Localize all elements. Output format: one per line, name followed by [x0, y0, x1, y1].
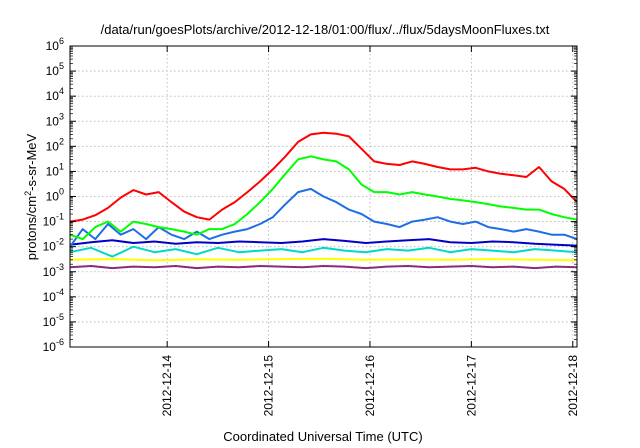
chart-title: /data/run/goesPlots/archive/2012-12-18/0…	[101, 22, 550, 37]
x-tick-label: 2012-12-18	[566, 355, 580, 417]
grid-lines	[70, 46, 577, 347]
y-axis-label-suffix: -s-sr-MeV	[24, 133, 39, 190]
y-axis-label-prefix: protons/cm	[24, 196, 39, 260]
series-line	[70, 257, 577, 262]
y-tick-base: 10	[46, 89, 60, 103]
series-line	[70, 245, 577, 258]
x-tick-label: 2012-12-15	[262, 355, 276, 417]
y-tick-label: 10-5	[43, 312, 64, 329]
series-line	[70, 155, 577, 241]
y-tick-base: 10	[46, 139, 60, 153]
y-tick-exp: -4	[56, 287, 64, 297]
y-tick-label: 101	[46, 161, 64, 178]
y-tick-exp: 2	[59, 136, 64, 146]
y-tick-base: 10	[46, 39, 60, 53]
y-tick-base: 10	[46, 114, 60, 128]
y-tick-base: 10	[43, 215, 57, 229]
y-tick-exp: -1	[56, 212, 64, 222]
y-tick-exp: -3	[56, 262, 64, 272]
y-tick-exp: 4	[59, 86, 64, 96]
y-tick-label: 10-4	[43, 287, 64, 304]
y-tick-exp: -5	[56, 312, 64, 322]
y-tick-label: 10-6	[43, 337, 64, 354]
y-tick-label: 103	[46, 111, 64, 128]
y-tick-exp: 3	[59, 111, 64, 121]
y-tick-base: 10	[46, 190, 60, 204]
y-tick-label: 10-1	[43, 212, 64, 229]
series-line	[70, 238, 577, 247]
series-line	[70, 131, 577, 223]
y-tick-base: 10	[43, 340, 57, 354]
y-tick-base: 10	[43, 240, 57, 254]
x-axis-ticks: 2012-12-14 2012-12-15 2012-12-16 2012-12-17…	[160, 46, 580, 416]
y-tick-exp: -6	[56, 337, 64, 347]
y-tick-label: 10-3	[43, 262, 64, 279]
y-axis-label-sup: 2	[23, 191, 33, 196]
y-tick-exp: 1	[59, 161, 64, 171]
y-axis-ticks: 10-610-510-410-310-210-11001011021031041…	[43, 36, 577, 354]
y-tick-base: 10	[43, 265, 57, 279]
series-line	[70, 187, 577, 248]
y-tick-base: 10	[46, 164, 60, 178]
y-axis-label: protons/cm2-s-sr-MeV	[23, 133, 39, 260]
y-tick-base: 10	[46, 64, 60, 78]
y-tick-exp: 5	[59, 61, 64, 71]
x-tick-label: 2012-12-16	[363, 355, 377, 417]
y-tick-exp: 0	[59, 187, 64, 197]
series-group	[70, 131, 577, 270]
y-tick-base: 10	[43, 290, 57, 304]
y-tick-label: 104	[46, 86, 64, 103]
y-tick-label: 100	[46, 187, 64, 204]
x-axis-label: Coordinated Universal Time (UTC)	[223, 429, 422, 444]
y-tick-base: 10	[43, 315, 57, 329]
y-tick-label: 105	[46, 61, 64, 78]
y-tick-label: 10-2	[43, 237, 64, 254]
x-tick-label: 2012-12-17	[464, 355, 478, 417]
series-line	[70, 265, 577, 270]
x-tick-label: 2012-12-14	[160, 355, 174, 417]
y-tick-label: 106	[46, 36, 64, 53]
y-tick-label: 102	[46, 136, 64, 153]
y-tick-exp: -2	[56, 237, 64, 247]
y-tick-exp: 6	[59, 36, 64, 46]
